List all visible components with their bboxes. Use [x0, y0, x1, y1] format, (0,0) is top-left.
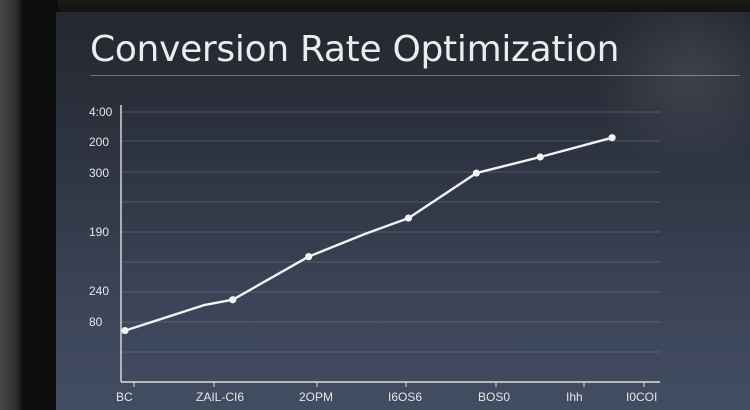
- series-line: [123, 136, 614, 332]
- y-tick-label: 190: [89, 225, 109, 239]
- monitor-bezel-left: [0, 0, 22, 410]
- y-axis-ticks: 4:00 200 300 190 240 80: [89, 105, 113, 329]
- monitor-bezel-top: [0, 0, 750, 14]
- data-point: [536, 153, 544, 161]
- y-tick-label: 4:00: [89, 105, 113, 119]
- x-tick-label: Ihh: [566, 390, 583, 404]
- data-point: [472, 169, 480, 177]
- data-point: [229, 296, 237, 304]
- screen-glare: [590, 12, 750, 172]
- x-tick-label: ZAIL-CI6: [196, 390, 244, 404]
- y-tick-label: 300: [89, 166, 109, 180]
- y-tick-label: 200: [89, 135, 109, 149]
- data-point: [305, 253, 313, 261]
- chart-grid: [121, 111, 660, 353]
- chart-title: Conversion Rate Optimization: [90, 29, 620, 70]
- chart-axes: [120, 105, 660, 383]
- x-tick-label: I6OS6: [388, 390, 422, 404]
- x-tick-label: I0COI: [626, 390, 657, 404]
- x-tick-label: 2OPM: [299, 390, 333, 404]
- data-point: [121, 326, 129, 335]
- x-axis-ticks: BC ZAIL-CI6 2OPM I6OS6 BOS0 Ihh I0COI: [116, 382, 657, 404]
- data-point: [608, 134, 616, 142]
- series-layer: [121, 134, 616, 335]
- data-point: [404, 214, 413, 222]
- monitor-screen: Conversion Rate Optimization: [56, 12, 750, 410]
- title-divider: [90, 75, 740, 76]
- y-tick-label: 80: [89, 315, 103, 329]
- x-tick-label: BC: [116, 390, 133, 404]
- y-tick-label: 240: [89, 284, 109, 298]
- monitor-frame: [22, 0, 58, 410]
- x-tick-label: BOS0: [478, 390, 510, 404]
